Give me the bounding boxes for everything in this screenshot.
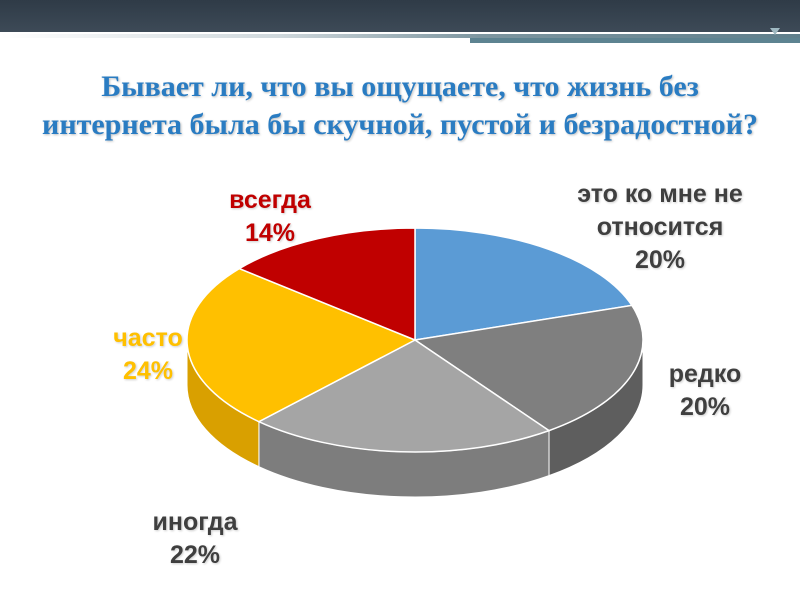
slice-value-label: 22% [169, 541, 221, 569]
pie-slice-2 [257, 339, 551, 453]
slice-value-label: 14% [244, 219, 296, 247]
slice-value-label: 20% [679, 393, 731, 421]
slide-triangle-marker [770, 28, 780, 35]
pie-slice-4 [237, 227, 416, 342]
slice-label-text: это ко мне не [577, 180, 743, 208]
pie-tops [186, 227, 644, 453]
slide-accent-line [0, 34, 800, 38]
chart-title: Бывает ли, что вы ощущаете, что жизнь бе… [30, 68, 770, 144]
chart-title-line-2: интернета была бы скучной, пустой и безр… [42, 108, 758, 141]
slice-label-0: это ко мне не относится 20% [560, 178, 760, 277]
slice-label-text: относится [596, 213, 724, 241]
pie-slice-1 [413, 304, 644, 432]
slice-label-text: редко [668, 360, 742, 388]
slice-label-1: редко 20% [645, 358, 765, 424]
slice-label-text: часто [113, 324, 183, 352]
slice-label-4: всегда 14% [220, 184, 320, 250]
slice-label-3: часто 24% [98, 322, 198, 388]
pie-slice-0 [414, 227, 634, 341]
pie-slice-3 [186, 267, 417, 423]
slice-label-2: иногда 22% [135, 506, 255, 572]
slice-value-label: 24% [122, 357, 174, 385]
slice-label-text: всегда [229, 186, 311, 214]
slice-value-label: 20% [634, 246, 686, 274]
chart-title-line-1: Бывает ли, что вы ощущаете, что жизнь бе… [101, 70, 699, 103]
slide-header-bar [0, 0, 800, 32]
slide-accent-block [470, 38, 800, 43]
slice-label-text: иногда [152, 508, 238, 536]
